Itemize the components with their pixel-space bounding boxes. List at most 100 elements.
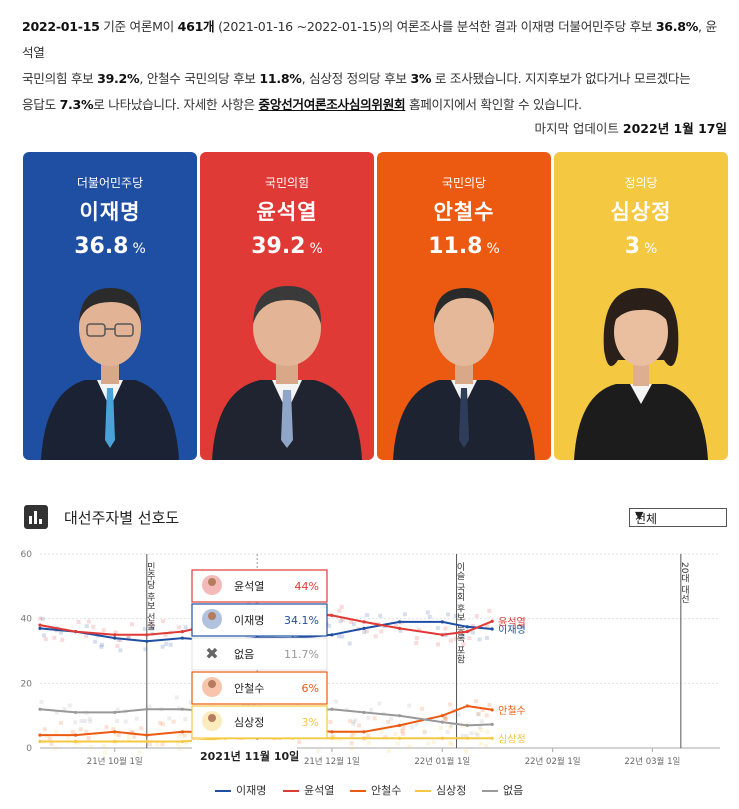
poll-dot	[475, 712, 480, 717]
poll-dot	[353, 718, 358, 723]
candidate-photo-yoon	[212, 286, 362, 460]
legend-item[interactable]: 심상정	[415, 782, 466, 798]
candidate-name: 안철수	[433, 200, 495, 224]
poll-dot	[40, 616, 45, 621]
poll-dot	[330, 734, 335, 739]
poll-dot	[383, 735, 388, 740]
last-updated: 마지막 업데이트 2022년 1월 17일	[534, 118, 727, 137]
poll-dot	[431, 740, 436, 745]
poll-dot	[101, 628, 106, 633]
data-point	[38, 623, 42, 627]
poll-dot	[118, 637, 123, 642]
candidate-card-sim[interactable]: 정의당 심상정 3%	[554, 152, 728, 460]
tooltip-value: 11.7%	[284, 648, 319, 661]
poll-dot	[366, 733, 371, 738]
poll-dot	[327, 623, 332, 628]
legend-item[interactable]: 안철수	[350, 782, 401, 798]
poll-dot	[113, 630, 118, 635]
candidate-card-ahn[interactable]: 국민의당 안철수 11.8%	[377, 152, 551, 460]
candidate-filter-select[interactable]: 전체 ▼	[629, 508, 727, 527]
candidate-party: 국민의당	[441, 176, 487, 190]
poll-dot	[365, 629, 370, 634]
poll-dot	[426, 741, 431, 746]
poll-dot	[104, 725, 109, 730]
data-point	[113, 633, 117, 637]
tooltip-name: 심상정	[234, 716, 264, 729]
poll-dot	[338, 619, 343, 624]
legend-label: 윤석열	[304, 784, 335, 797]
candidate-name: 심상정	[610, 200, 672, 224]
candidate-card-lee[interactable]: 더불어민주당 이재명 36.8%	[23, 152, 197, 460]
poll-dot	[443, 626, 448, 631]
poll-dot	[448, 702, 453, 707]
x-tick-label: 22년 01월 1일	[414, 756, 470, 767]
filter-selected-value: 전체	[635, 512, 658, 526]
poll-dot	[339, 604, 344, 609]
poll-dot	[116, 637, 121, 642]
poll-dot	[402, 612, 407, 617]
data-point	[38, 739, 42, 744]
poll-dot	[84, 634, 89, 639]
data-point	[330, 633, 334, 637]
poll-dot	[60, 637, 65, 642]
poll-dot	[352, 731, 357, 736]
poll-dot	[470, 623, 475, 628]
poll-dot	[47, 736, 52, 741]
data-point	[145, 739, 149, 744]
intro-text: 국민의힘 후보	[22, 71, 98, 86]
candidate-card-yoon[interactable]: 국민의힘 윤석열 39.2%	[200, 152, 374, 460]
poll-dot	[479, 719, 484, 724]
candidate-party: 정의당	[624, 176, 658, 190]
poll-dot	[99, 642, 104, 647]
data-point	[397, 723, 402, 727]
intro-pct-none: 7.3%	[59, 97, 94, 112]
poll-dot	[52, 746, 57, 751]
legend-label: 안철수	[371, 784, 402, 797]
poll-dot	[58, 630, 63, 635]
data-point	[145, 733, 149, 737]
candidate-cards: 더불어민주당 이재명 36.8% 국민의힘 윤석열 39.2% 국민의당	[23, 152, 728, 460]
poll-dot	[378, 613, 383, 618]
poll-dot	[174, 695, 179, 700]
poll-dot	[336, 634, 341, 639]
poll-dot	[171, 719, 176, 724]
poll-dot	[362, 629, 367, 634]
poll-dot	[241, 702, 246, 707]
poll-dot	[58, 721, 63, 726]
poll-dot	[118, 648, 123, 653]
poll-dot	[115, 643, 120, 648]
nesdc-link[interactable]: 중앙선거여론조사심의위원회	[258, 97, 406, 112]
data-point	[38, 707, 42, 711]
data-point	[397, 714, 402, 718]
poll-dot	[347, 641, 352, 646]
x-icon: ✖	[205, 644, 218, 663]
poll-dot	[477, 637, 482, 642]
legend-item[interactable]: 이재명	[215, 782, 266, 798]
legend-item[interactable]: 없음	[482, 782, 523, 798]
poll-dot	[484, 635, 489, 640]
poll-dot	[83, 719, 88, 724]
tooltip-date: 2021년 11월 10일	[200, 749, 299, 763]
poll-dot	[111, 727, 116, 732]
legend-item[interactable]: 윤석열	[283, 782, 334, 798]
candidate-party: 국민의힘	[264, 176, 310, 190]
intro-text: 홈페이지에서 확인할 수 있습니다.	[405, 97, 582, 112]
poll-dot	[52, 635, 57, 640]
poll-dot	[377, 701, 382, 706]
poll-dot	[479, 728, 484, 733]
tooltip-name: 윤석열	[234, 580, 264, 593]
poll-dot	[448, 638, 453, 643]
intro-paragraph: 2022-01-15 기준 여론M이 461개 (2021-01-16 ~202…	[22, 14, 722, 118]
poll-dot	[401, 731, 406, 736]
poll-dot	[54, 710, 59, 715]
poll-dot	[369, 707, 374, 712]
data-point	[113, 710, 117, 715]
tooltip-name: 이재명	[234, 614, 264, 627]
poll-dot	[88, 719, 93, 724]
poll-dot	[79, 719, 84, 724]
poll-dot	[485, 623, 490, 628]
poll-dot	[469, 731, 474, 736]
poll-dot	[177, 746, 182, 751]
poll-dot	[179, 731, 184, 736]
